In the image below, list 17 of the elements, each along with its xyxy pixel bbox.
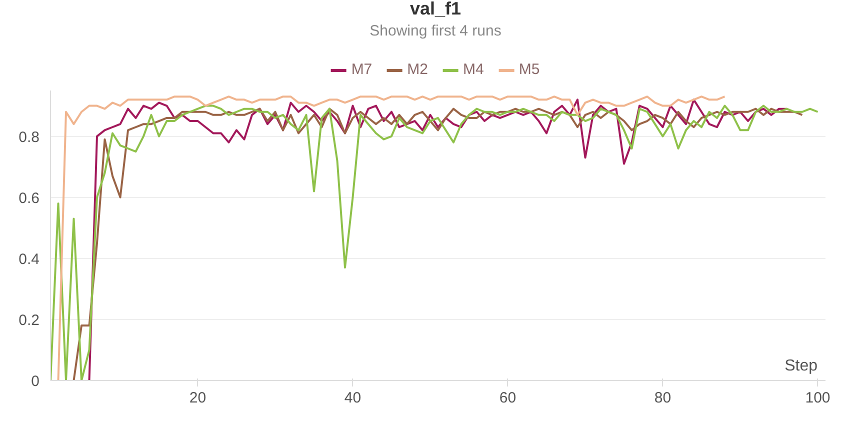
y-tick-label: 0: [31, 373, 40, 390]
y-tick-label: 0.8: [18, 128, 40, 146]
y-tick-label: 0.2: [18, 312, 40, 329]
x-tick-label: 80: [654, 390, 672, 406]
chart-subtitle: Showing first 4 runs: [370, 22, 502, 40]
legend-label: M2: [407, 61, 428, 78]
y-tick-label: 0.4: [18, 250, 40, 268]
x-axis-title: Step: [784, 358, 818, 374]
y-tick-label: 0.6: [18, 190, 40, 207]
x-tick-label: 40: [344, 390, 362, 406]
chart-title: val_f1: [410, 0, 462, 18]
legend-label: M4: [463, 61, 484, 78]
x-tick-label: 100: [805, 390, 830, 406]
x-tick-label: 20: [189, 390, 206, 406]
legend-label: M5: [518, 61, 540, 78]
x-tick-label: 60: [499, 390, 516, 406]
legend-label: M7: [351, 61, 372, 78]
